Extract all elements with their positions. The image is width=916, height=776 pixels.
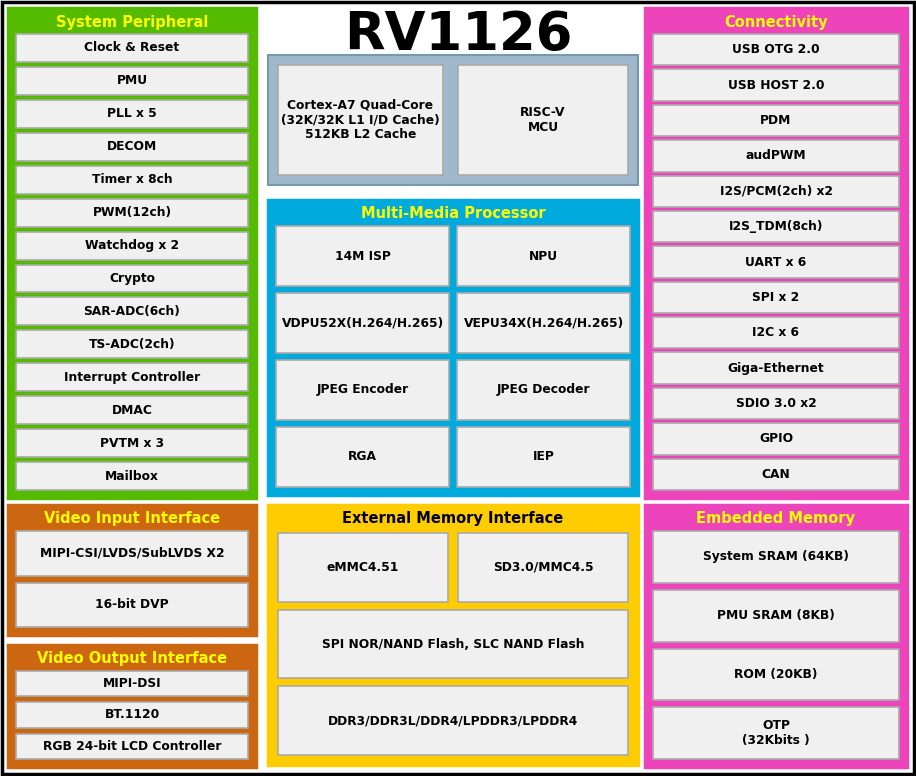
Text: SD3.0/MMC4.5: SD3.0/MMC4.5 bbox=[493, 561, 594, 573]
Text: System Peripheral: System Peripheral bbox=[56, 15, 208, 29]
FancyBboxPatch shape bbox=[276, 360, 449, 420]
FancyBboxPatch shape bbox=[16, 34, 248, 62]
FancyBboxPatch shape bbox=[653, 649, 899, 700]
FancyBboxPatch shape bbox=[16, 166, 248, 194]
Text: Interrupt Controller: Interrupt Controller bbox=[64, 371, 200, 384]
FancyBboxPatch shape bbox=[16, 702, 248, 728]
FancyBboxPatch shape bbox=[8, 645, 256, 767]
Text: USB HOST 2.0: USB HOST 2.0 bbox=[727, 78, 824, 92]
Text: UART x 6: UART x 6 bbox=[746, 255, 807, 268]
FancyBboxPatch shape bbox=[653, 423, 899, 455]
Text: System SRAM (64KB): System SRAM (64KB) bbox=[703, 550, 849, 563]
Text: OTP
(32Kbits ): OTP (32Kbits ) bbox=[742, 719, 810, 747]
Text: DMAC: DMAC bbox=[112, 404, 152, 417]
FancyBboxPatch shape bbox=[16, 462, 248, 490]
Text: MIPI-DSI: MIPI-DSI bbox=[103, 677, 161, 690]
FancyBboxPatch shape bbox=[16, 100, 248, 128]
FancyBboxPatch shape bbox=[653, 34, 899, 65]
Text: CAN: CAN bbox=[761, 468, 791, 481]
FancyBboxPatch shape bbox=[653, 69, 899, 101]
Text: SAR-ADC(6ch): SAR-ADC(6ch) bbox=[83, 305, 180, 318]
FancyBboxPatch shape bbox=[278, 65, 443, 175]
Text: PMU: PMU bbox=[116, 74, 147, 88]
Text: Timer x 8ch: Timer x 8ch bbox=[92, 173, 172, 186]
FancyBboxPatch shape bbox=[653, 531, 899, 583]
Text: RV1126: RV1126 bbox=[344, 9, 572, 61]
FancyBboxPatch shape bbox=[458, 65, 628, 175]
FancyBboxPatch shape bbox=[8, 8, 256, 498]
Text: PMU SRAM (8KB): PMU SRAM (8KB) bbox=[717, 609, 834, 622]
Text: Watchdog x 2: Watchdog x 2 bbox=[85, 239, 179, 252]
Text: VDPU52X(H.264/H.265): VDPU52X(H.264/H.265) bbox=[281, 317, 443, 330]
FancyBboxPatch shape bbox=[268, 55, 638, 185]
Text: JPEG Encoder: JPEG Encoder bbox=[316, 383, 409, 397]
FancyBboxPatch shape bbox=[653, 140, 899, 171]
FancyBboxPatch shape bbox=[16, 397, 248, 424]
Text: Connectivity: Connectivity bbox=[725, 15, 828, 29]
FancyBboxPatch shape bbox=[653, 352, 899, 384]
Text: Giga-Ethernet: Giga-Ethernet bbox=[727, 362, 824, 375]
FancyBboxPatch shape bbox=[16, 199, 248, 227]
Text: TS-ADC(2ch): TS-ADC(2ch) bbox=[89, 338, 175, 351]
Text: RGA: RGA bbox=[348, 451, 377, 463]
FancyBboxPatch shape bbox=[8, 505, 256, 635]
Text: I2C x 6: I2C x 6 bbox=[753, 326, 800, 339]
FancyBboxPatch shape bbox=[653, 707, 899, 759]
Text: 16-bit DVP: 16-bit DVP bbox=[95, 598, 169, 611]
Text: BT.1120: BT.1120 bbox=[104, 708, 159, 722]
Text: RISC-V
MCU: RISC-V MCU bbox=[520, 106, 566, 134]
FancyBboxPatch shape bbox=[458, 533, 628, 601]
Text: PDM: PDM bbox=[760, 114, 791, 127]
FancyBboxPatch shape bbox=[16, 133, 248, 161]
Text: audPWM: audPWM bbox=[746, 149, 806, 162]
FancyBboxPatch shape bbox=[16, 265, 248, 293]
FancyBboxPatch shape bbox=[653, 317, 899, 348]
Text: Multi-Media Processor: Multi-Media Processor bbox=[361, 206, 545, 221]
FancyBboxPatch shape bbox=[653, 388, 899, 419]
Text: SDIO 3.0 x2: SDIO 3.0 x2 bbox=[736, 397, 816, 410]
FancyBboxPatch shape bbox=[653, 246, 899, 278]
FancyBboxPatch shape bbox=[16, 583, 248, 627]
FancyBboxPatch shape bbox=[16, 733, 248, 759]
Text: Video Output Interface: Video Output Interface bbox=[37, 652, 227, 667]
Text: PLL x 5: PLL x 5 bbox=[107, 107, 157, 120]
Text: ROM (20KB): ROM (20KB) bbox=[735, 668, 818, 681]
FancyBboxPatch shape bbox=[16, 331, 248, 359]
Text: Cortex-A7 Quad-Core
(32K/32K L1 I/D Cache)
512KB L2 Cache: Cortex-A7 Quad-Core (32K/32K L1 I/D Cach… bbox=[281, 99, 440, 141]
Text: VEPU34X(H.264/H.265): VEPU34X(H.264/H.265) bbox=[463, 317, 624, 330]
FancyBboxPatch shape bbox=[16, 231, 248, 259]
Text: SPI x 2: SPI x 2 bbox=[752, 291, 800, 304]
Text: SPI NOR/NAND Flash, SLC NAND Flash: SPI NOR/NAND Flash, SLC NAND Flash bbox=[322, 638, 584, 650]
Text: USB OTG 2.0: USB OTG 2.0 bbox=[732, 43, 820, 56]
Text: Clock & Reset: Clock & Reset bbox=[84, 41, 180, 54]
Text: I2S/PCM(2ch) x2: I2S/PCM(2ch) x2 bbox=[719, 185, 833, 198]
FancyBboxPatch shape bbox=[653, 175, 899, 207]
Text: DECOM: DECOM bbox=[107, 140, 158, 153]
FancyBboxPatch shape bbox=[278, 686, 628, 755]
Text: JPEG Decoder: JPEG Decoder bbox=[496, 383, 590, 397]
Text: Mailbox: Mailbox bbox=[105, 469, 159, 483]
Text: 14M ISP: 14M ISP bbox=[334, 250, 390, 262]
Text: Video Input Interface: Video Input Interface bbox=[44, 511, 220, 526]
FancyBboxPatch shape bbox=[645, 8, 907, 498]
Text: IEP: IEP bbox=[532, 451, 554, 463]
FancyBboxPatch shape bbox=[645, 505, 907, 767]
FancyBboxPatch shape bbox=[457, 293, 630, 353]
FancyBboxPatch shape bbox=[268, 505, 638, 765]
FancyBboxPatch shape bbox=[278, 610, 628, 678]
FancyBboxPatch shape bbox=[278, 533, 448, 601]
Text: eMMC4.51: eMMC4.51 bbox=[327, 561, 399, 573]
FancyBboxPatch shape bbox=[276, 293, 449, 353]
FancyBboxPatch shape bbox=[653, 282, 899, 313]
FancyBboxPatch shape bbox=[457, 226, 630, 286]
FancyBboxPatch shape bbox=[16, 297, 248, 325]
FancyBboxPatch shape bbox=[457, 360, 630, 420]
FancyBboxPatch shape bbox=[653, 459, 899, 490]
FancyBboxPatch shape bbox=[653, 105, 899, 136]
Text: External Memory Interface: External Memory Interface bbox=[343, 511, 563, 526]
Text: PVTM x 3: PVTM x 3 bbox=[100, 437, 164, 449]
Text: MIPI-CSI/LVDS/SubLVDS X2: MIPI-CSI/LVDS/SubLVDS X2 bbox=[39, 547, 224, 559]
Text: Embedded Memory: Embedded Memory bbox=[696, 511, 856, 526]
FancyBboxPatch shape bbox=[16, 67, 248, 95]
